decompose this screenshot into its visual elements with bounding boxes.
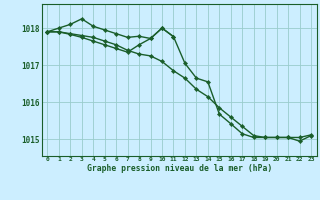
X-axis label: Graphe pression niveau de la mer (hPa): Graphe pression niveau de la mer (hPa) [87,164,272,173]
